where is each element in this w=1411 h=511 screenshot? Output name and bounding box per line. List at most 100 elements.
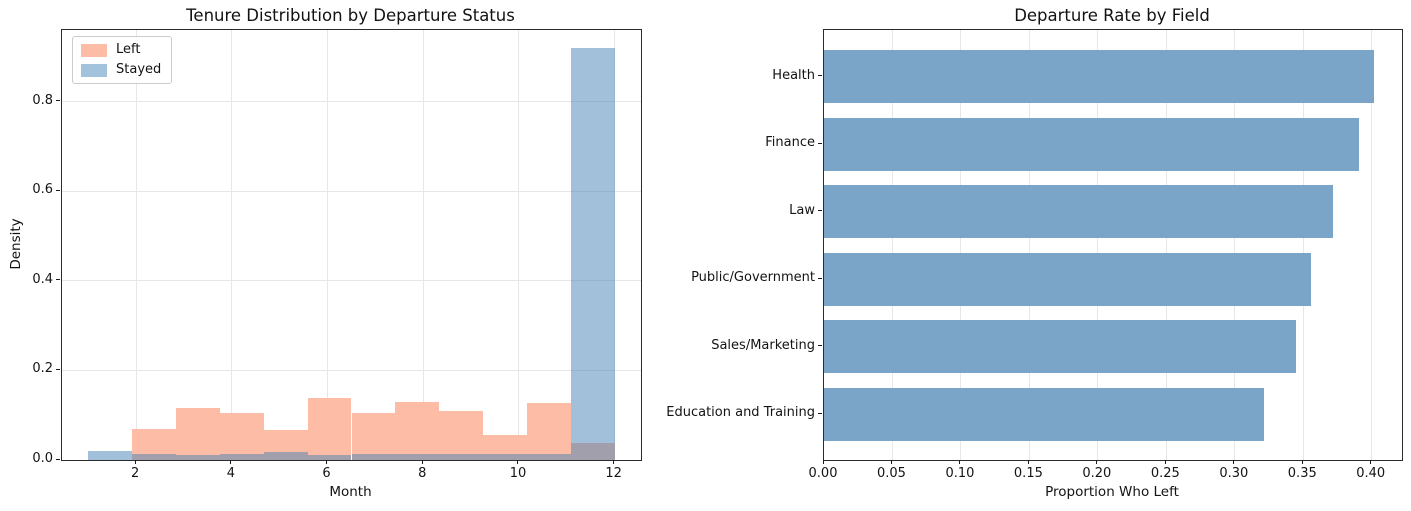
y-tick-label: 0.6 — [32, 182, 53, 198]
y-tick-mark — [56, 458, 60, 460]
left-x-axis-label: Month — [329, 484, 372, 500]
x-tick-mark — [1164, 460, 1166, 464]
histogram-bar-left — [526, 402, 571, 460]
x-tick-mark — [134, 460, 136, 464]
bar-law — [824, 185, 1334, 239]
x-tick-mark — [326, 460, 328, 464]
y-tick-mark — [56, 368, 60, 370]
histogram-axes — [61, 29, 642, 461]
histogram-bar-left — [439, 411, 484, 460]
histogram-bar-left — [351, 413, 396, 460]
legend-swatch-left — [81, 43, 107, 57]
y-tick-mark — [56, 189, 60, 191]
y-tick-label: 0.4 — [32, 271, 53, 287]
histogram-bar-stayed — [351, 453, 396, 460]
x-tick-mark — [1301, 460, 1303, 464]
x-tick-label: 2 — [131, 466, 140, 481]
category-label: Education and Training — [666, 405, 815, 421]
histogram-bar-stayed — [176, 455, 220, 460]
gridline-vertical — [1097, 30, 1099, 460]
histogram-bar-stayed — [263, 451, 308, 460]
gridline-horizontal — [62, 280, 641, 282]
gridline-vertical — [1028, 30, 1030, 460]
bar-public-government — [824, 252, 1312, 306]
gridline-vertical — [960, 30, 962, 460]
category-tick-mark — [818, 142, 822, 144]
x-tick-label: 0.40 — [1356, 466, 1386, 481]
histogram-bar-stayed — [307, 454, 352, 460]
bar-education-and-training — [824, 387, 1264, 441]
bar-health — [824, 50, 1375, 104]
histogram-bar-stayed — [526, 453, 571, 460]
gridline-horizontal — [62, 190, 641, 192]
histogram-bar-stayed — [88, 451, 133, 460]
bar-finance — [824, 117, 1360, 171]
category-tick-mark — [818, 75, 822, 77]
x-tick-label: 0.20 — [1082, 466, 1112, 481]
legend-entry-stayed: Stayed — [81, 63, 161, 77]
x-tick-label: 0.30 — [1219, 466, 1249, 481]
histogram-bar-left — [395, 401, 440, 460]
x-tick-mark — [517, 460, 519, 464]
x-tick-mark — [613, 460, 615, 464]
gridline-vertical — [891, 30, 893, 460]
gridline-vertical — [422, 30, 424, 460]
histogram-bar-left — [176, 408, 220, 460]
x-tick-label: 0.15 — [1013, 466, 1043, 481]
gridline-vertical — [518, 30, 520, 460]
y-tick-mark — [56, 279, 60, 281]
x-tick-mark — [1096, 460, 1098, 464]
category-label: Sales/Marketing — [711, 337, 815, 353]
histogram-bar-left — [307, 397, 352, 460]
legend-label-left: Left — [116, 42, 141, 57]
x-tick-label: 0.10 — [945, 466, 975, 481]
y-tick-label: 0.0 — [32, 451, 53, 466]
gridline-vertical — [1302, 30, 1304, 460]
x-tick-mark — [822, 460, 824, 464]
gridline-vertical — [231, 30, 233, 460]
category-tick-mark — [818, 412, 822, 414]
category-tick-mark — [818, 210, 822, 212]
left-chart-title: Tenure Distribution by Departure Status — [186, 6, 515, 25]
gridline-horizontal — [62, 101, 641, 103]
x-tick-label: 0.00 — [808, 466, 838, 481]
gridline-vertical — [1371, 30, 1373, 460]
legend-label-stayed: Stayed — [116, 62, 162, 77]
x-tick-mark — [230, 460, 232, 464]
category-label: Health — [772, 67, 815, 83]
y-tick-label: 0.8 — [32, 92, 53, 108]
x-tick-label: 8 — [418, 466, 427, 481]
category-label: Public/Government — [691, 270, 815, 286]
x-tick-mark — [1370, 460, 1372, 464]
gridline-vertical — [1165, 30, 1167, 460]
category-tick-mark — [818, 345, 822, 347]
x-tick-label: 6 — [322, 466, 331, 481]
x-tick-label: 12 — [605, 466, 622, 481]
category-label: Law — [789, 202, 815, 218]
gridline-vertical — [135, 30, 137, 460]
x-tick-mark — [1027, 460, 1029, 464]
gridline-vertical — [614, 30, 616, 460]
y-tick-mark — [56, 100, 60, 102]
histogram-bar-stayed — [483, 454, 527, 460]
histogram-bar-stayed — [570, 47, 615, 460]
x-tick-mark — [1233, 460, 1235, 464]
histogram-bar-stayed — [219, 454, 264, 460]
x-tick-mark — [959, 460, 961, 464]
right-x-axis-label: Proportion Who Left — [1045, 484, 1179, 500]
x-tick-label: 4 — [226, 466, 235, 481]
barchart-axes — [823, 29, 1403, 461]
histogram-bar-left — [219, 413, 264, 460]
left-y-axis-label: Density — [8, 218, 24, 270]
x-tick-label: 10 — [509, 466, 527, 481]
category-label: Finance — [765, 135, 815, 151]
y-tick-label: 0.2 — [32, 361, 53, 377]
gridline-vertical — [327, 30, 329, 460]
x-tick-label: 0.05 — [876, 466, 906, 481]
legend: Left Stayed — [72, 36, 173, 84]
bar-sales-marketing — [824, 320, 1297, 374]
x-tick-label: 0.25 — [1150, 466, 1180, 481]
x-tick-mark — [890, 460, 892, 464]
histogram-bar-stayed — [132, 454, 177, 460]
